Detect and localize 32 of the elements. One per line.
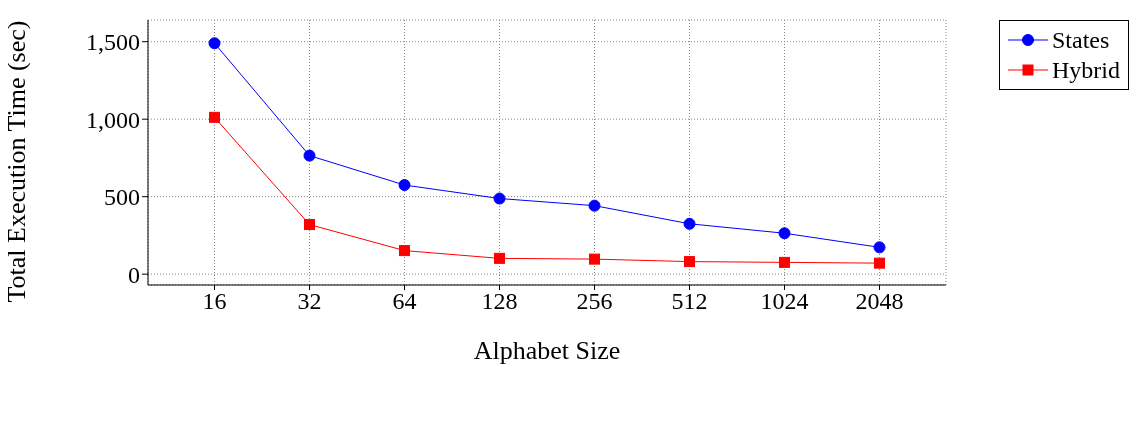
point bbox=[873, 241, 886, 254]
point bbox=[778, 227, 791, 240]
point bbox=[398, 179, 411, 192]
y-axis-title: Total Execution Time (sec) bbox=[2, 20, 32, 303]
x-tick-label: 16 bbox=[202, 288, 227, 315]
point bbox=[399, 245, 410, 257]
x-axis-title: Alphabet Size bbox=[473, 336, 621, 365]
x-tick-label: 1024 bbox=[760, 288, 809, 315]
point bbox=[779, 256, 790, 268]
point bbox=[588, 199, 601, 212]
point bbox=[684, 256, 695, 268]
x-tick-label: 64 bbox=[392, 288, 417, 315]
point bbox=[683, 217, 696, 230]
point bbox=[493, 192, 506, 205]
y-tick-label: 1,500 bbox=[86, 29, 140, 56]
x-tick-label: 32 bbox=[297, 288, 322, 315]
point bbox=[208, 37, 221, 50]
x-tick-label: 512 bbox=[671, 288, 708, 315]
x-tick-label: 2048 bbox=[855, 288, 904, 315]
y-tick-label: 1,000 bbox=[86, 106, 140, 133]
point bbox=[589, 253, 600, 265]
point bbox=[209, 111, 220, 123]
point bbox=[303, 149, 316, 162]
point bbox=[874, 257, 885, 269]
y-tick-label: 0 bbox=[128, 261, 140, 288]
legend-label: States bbox=[1052, 26, 1110, 54]
x-tick-label: 256 bbox=[576, 288, 613, 315]
y-tick-label: 500 bbox=[104, 184, 140, 211]
point bbox=[304, 219, 315, 231]
x-tick-label: 128 bbox=[481, 288, 518, 315]
point bbox=[494, 252, 505, 264]
legend-label: Hybrid bbox=[1052, 56, 1120, 84]
